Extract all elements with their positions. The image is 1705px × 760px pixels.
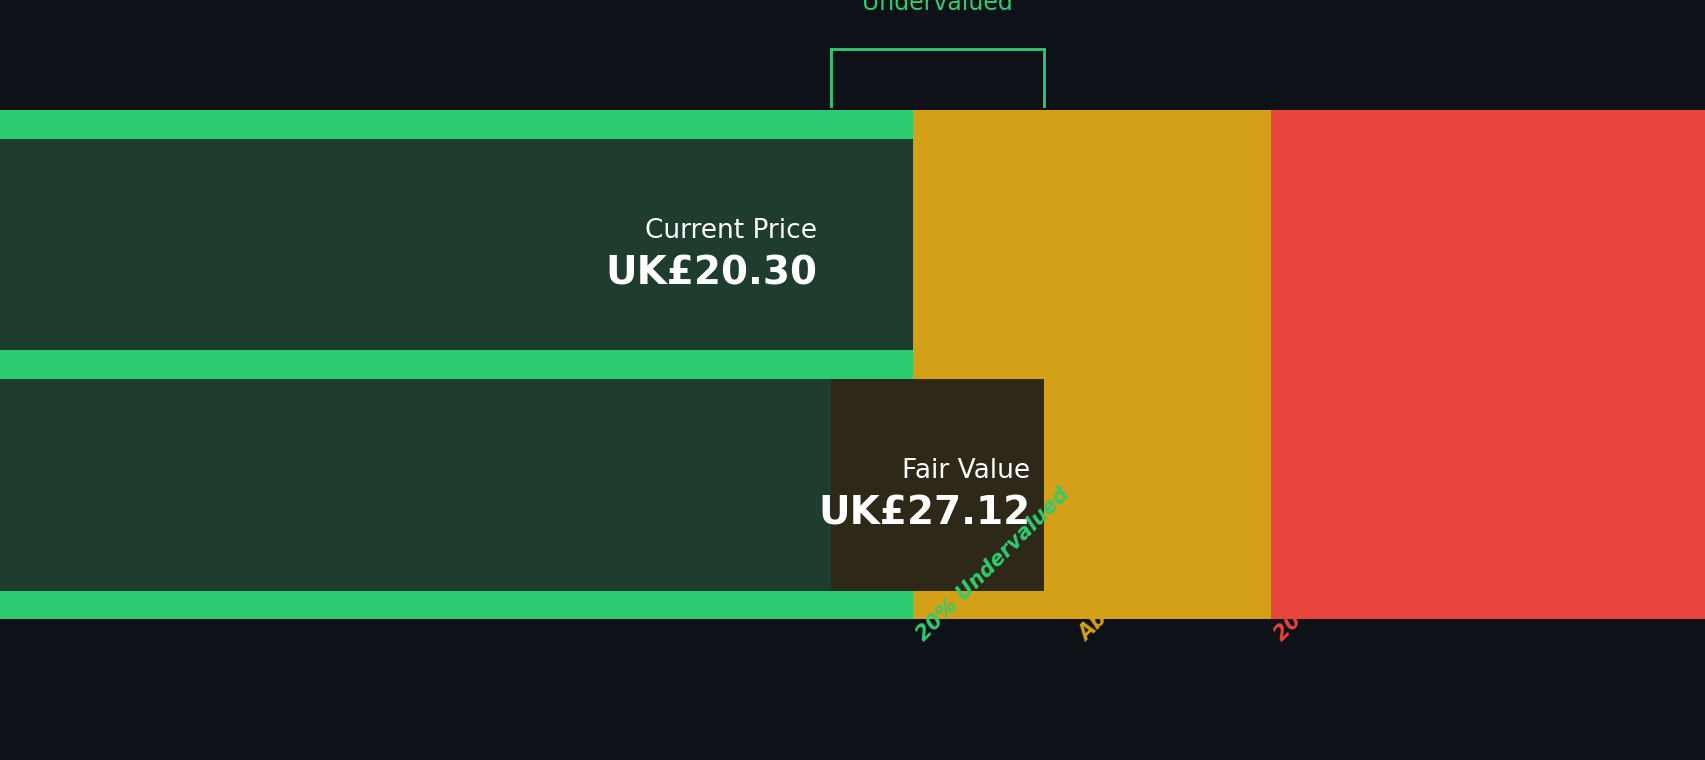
Text: Fair Value: Fair Value bbox=[902, 458, 1030, 484]
Bar bbox=[912, 350, 1270, 379]
Text: Undervalued: Undervalued bbox=[861, 0, 1013, 15]
Bar bbox=[1270, 350, 1705, 379]
Bar bbox=[0, 110, 912, 139]
Bar bbox=[912, 139, 1270, 350]
Text: 20% Overvalued: 20% Overvalued bbox=[1270, 496, 1420, 645]
Bar bbox=[912, 591, 1270, 619]
Bar bbox=[830, 379, 1043, 591]
Text: UK£20.30: UK£20.30 bbox=[605, 255, 817, 293]
Bar bbox=[0, 379, 1043, 591]
Text: 20% Undervalued: 20% Undervalued bbox=[912, 484, 1072, 645]
Bar bbox=[0, 591, 912, 619]
Bar bbox=[0, 139, 912, 350]
Bar bbox=[0, 350, 912, 379]
Bar bbox=[1270, 379, 1705, 591]
Bar bbox=[1270, 110, 1705, 139]
Text: About Right: About Right bbox=[1074, 531, 1188, 645]
Text: UK£27.12: UK£27.12 bbox=[818, 495, 1030, 533]
Bar bbox=[0, 379, 912, 591]
Bar bbox=[1270, 139, 1705, 350]
Text: Current Price: Current Price bbox=[644, 218, 817, 244]
Bar bbox=[912, 110, 1270, 139]
Bar bbox=[1270, 591, 1705, 619]
Bar bbox=[0, 139, 830, 350]
Bar bbox=[912, 379, 1270, 591]
